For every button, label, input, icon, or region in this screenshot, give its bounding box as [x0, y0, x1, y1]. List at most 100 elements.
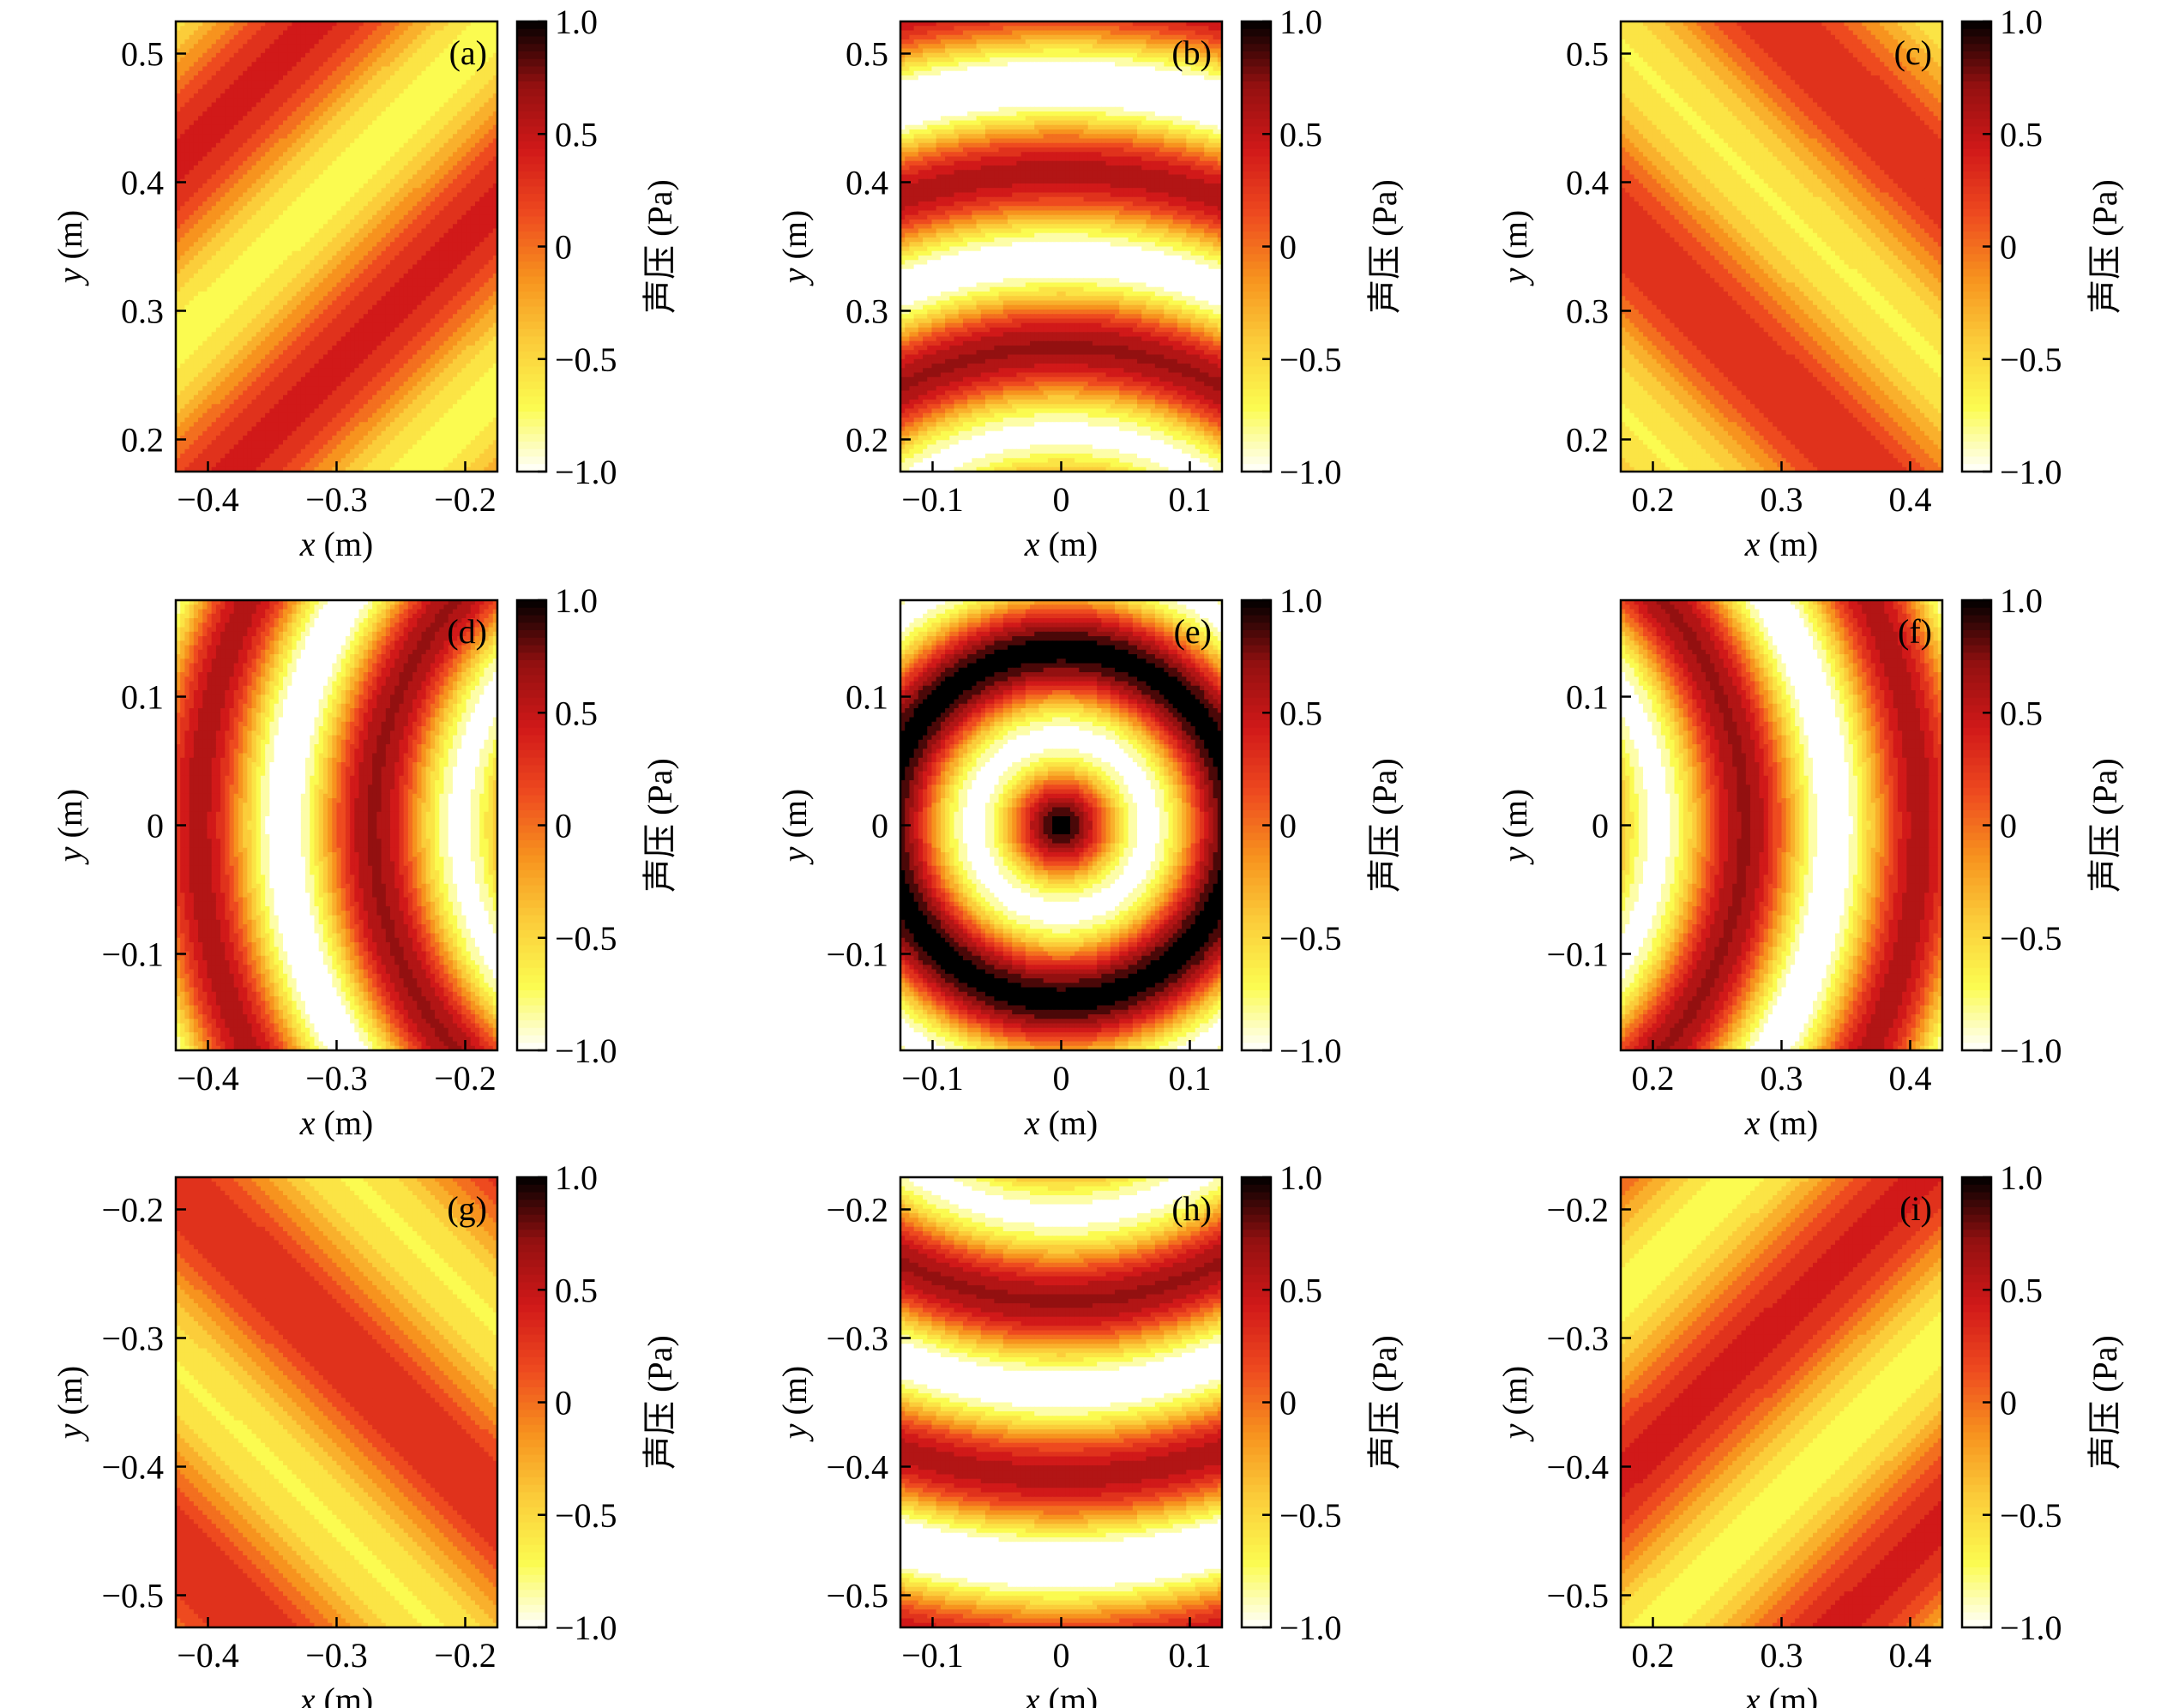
heatmap-cell — [269, 53, 274, 58]
heatmap-cell — [297, 26, 302, 31]
heatmap-cell — [194, 39, 199, 45]
heatmap-cell — [390, 67, 395, 72]
heatmap-cell — [439, 62, 444, 67]
heatmap-cell — [287, 49, 292, 54]
heatmap-cell — [279, 57, 284, 63]
heatmap-cell — [287, 26, 292, 31]
heatmap-cell — [180, 35, 185, 40]
heatmap-cell — [421, 62, 426, 67]
heatmap-cell — [408, 53, 413, 58]
heatmap-cell — [297, 57, 302, 63]
heatmap-cell — [421, 35, 426, 40]
heatmap-cell — [323, 26, 328, 31]
heatmap-cell — [220, 39, 226, 45]
heatmap-cell — [220, 62, 226, 67]
heatmap-cell — [417, 31, 422, 36]
heatmap-cell — [269, 49, 274, 54]
heatmap-cell — [310, 53, 315, 58]
heatmap-cell — [332, 31, 337, 36]
heatmap-cell — [269, 26, 274, 31]
heatmap-cell — [310, 35, 315, 40]
heatmap-cell — [261, 57, 266, 63]
heatmap-cell — [207, 49, 212, 54]
heatmap-cell — [216, 31, 221, 36]
heatmap-cell — [202, 39, 208, 45]
heatmap-cell — [207, 62, 212, 67]
heatmap-cell — [408, 26, 413, 31]
heatmap-cell — [216, 71, 221, 76]
heatmap-cell — [230, 35, 235, 40]
heatmap-cell — [435, 57, 440, 63]
heatmap-cell — [341, 71, 346, 76]
heatmap-cell — [238, 71, 244, 76]
heatmap-cell — [310, 39, 315, 45]
heatmap-cell — [301, 31, 306, 36]
heatmap-cell — [390, 26, 395, 31]
heatmap-cell — [305, 67, 310, 72]
heatmap-cell — [489, 53, 494, 58]
heatmap-cell — [323, 67, 328, 72]
heatmap-cell — [408, 39, 413, 45]
heatmap-cell — [430, 49, 436, 54]
heatmap-cell — [198, 49, 203, 54]
heatmap-cell — [301, 53, 306, 58]
heatmap-cell — [404, 44, 409, 49]
heatmap-cell — [202, 31, 208, 36]
heatmap-cell — [314, 35, 319, 40]
heatmap-cell — [283, 26, 288, 31]
heatmap-cell — [274, 71, 280, 76]
heatmap-cell — [212, 67, 217, 72]
heatmap-cell — [319, 35, 324, 40]
heatmap-cell — [265, 39, 270, 45]
heatmap-cell — [399, 39, 404, 45]
heatmap-cell — [435, 53, 440, 58]
heatmap-cell — [426, 26, 431, 31]
heatmap-cell — [184, 57, 190, 63]
heatmap-cell — [489, 62, 494, 67]
heatmap-cell — [279, 62, 284, 67]
heatmap-cell — [346, 26, 351, 31]
heatmap-cell — [394, 62, 400, 67]
heatmap-cell — [412, 57, 418, 63]
heatmap-cell — [207, 44, 212, 49]
heatmap-cell — [283, 71, 288, 76]
heatmap-cell — [346, 71, 351, 76]
heatmap-cell — [269, 44, 274, 49]
heatmap-cell — [225, 39, 230, 45]
heatmap-cell — [202, 62, 208, 67]
heatmap-cell — [238, 39, 244, 45]
heatmap-cell — [341, 31, 346, 36]
heatmap-cell — [489, 49, 494, 54]
heatmap-cell — [382, 35, 387, 40]
heatmap-cell — [190, 57, 195, 63]
heatmap-cell — [225, 35, 230, 40]
heatmap-cell — [314, 44, 319, 49]
heatmap-cell — [364, 53, 369, 58]
heatmap-cell — [346, 57, 351, 63]
heatmap-cell — [230, 57, 235, 63]
heatmap-cell — [243, 71, 248, 76]
heatmap-cell — [376, 71, 382, 76]
heatmap-cell — [238, 62, 244, 67]
heatmap-cell — [202, 49, 208, 54]
heatmap-cell — [399, 62, 404, 67]
heatmap-cell — [368, 26, 373, 31]
heatmap-cell — [332, 67, 337, 72]
heatmap-cell — [332, 44, 337, 49]
heatmap-cell — [354, 57, 359, 63]
heatmap-cell — [394, 26, 400, 31]
heatmap-cell — [364, 26, 369, 31]
heatmap-cell — [212, 35, 217, 40]
heatmap-cell — [234, 62, 239, 67]
heatmap-cell — [225, 31, 230, 36]
heatmap-cell — [417, 71, 422, 76]
heatmap-cell — [261, 26, 266, 31]
heatmap-cell — [283, 44, 288, 49]
heatmap-cell — [417, 39, 422, 45]
heatmap-cell — [332, 26, 337, 31]
heatmap-cell — [234, 71, 239, 76]
heatmap-cell — [314, 31, 319, 36]
heatmap-cell — [341, 53, 346, 58]
heatmap-cell — [238, 53, 244, 58]
